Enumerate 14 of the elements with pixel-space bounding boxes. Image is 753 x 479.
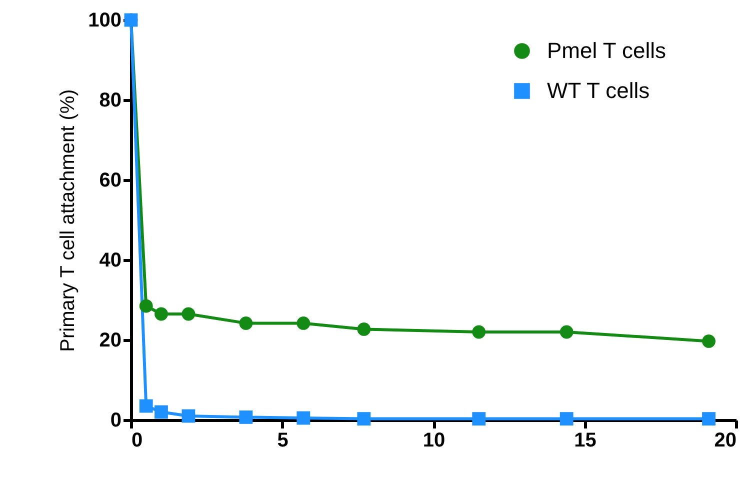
y-tick-label: 0: [110, 410, 122, 432]
y-tick-label: 20: [99, 330, 122, 352]
y-axis-title: Primary T cell attachment (%): [57, 89, 80, 352]
y-tick-label: 40: [99, 250, 122, 272]
x-tick-label: 10: [422, 430, 446, 452]
x-tick-label: 20: [714, 430, 736, 452]
x-tick-label: 0: [132, 430, 143, 452]
legend-label: Pmel T cells: [547, 38, 666, 63]
x-tick-label: 5: [277, 430, 288, 452]
y-tick-label: 60: [99, 170, 122, 192]
y-tick-label: 100: [88, 10, 122, 32]
y-tick-label: 80: [99, 90, 122, 112]
legend-label: WT T cells: [547, 78, 650, 103]
x-tick-label: 15: [574, 430, 596, 452]
